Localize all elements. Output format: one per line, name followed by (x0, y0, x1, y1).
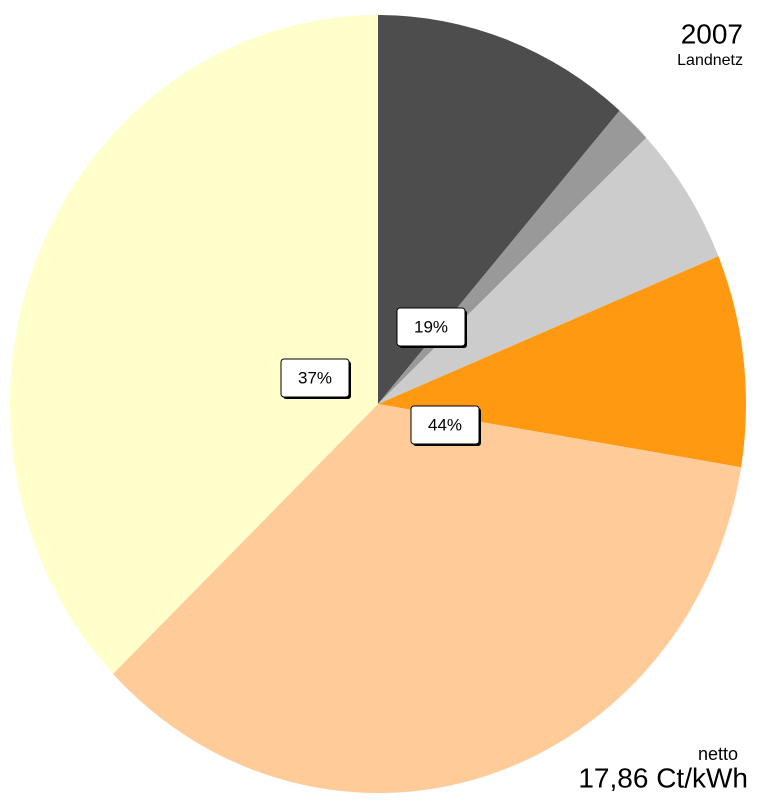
percent-label: 19% (414, 317, 448, 336)
percent-label: 37% (298, 368, 332, 387)
net-label: netto (698, 744, 738, 764)
pie-slice (112, 404, 742, 793)
label-box (280, 358, 350, 398)
label-box (410, 405, 480, 445)
chart-title: 2007 (681, 18, 743, 49)
chart-subtitle: Landnetz (677, 52, 743, 69)
pie-slice (378, 15, 620, 404)
label-box (396, 307, 466, 347)
price-label: 17,86 Ct/kWh (578, 762, 748, 793)
percent-label: 44% (428, 415, 462, 434)
pie-slice (10, 15, 378, 674)
